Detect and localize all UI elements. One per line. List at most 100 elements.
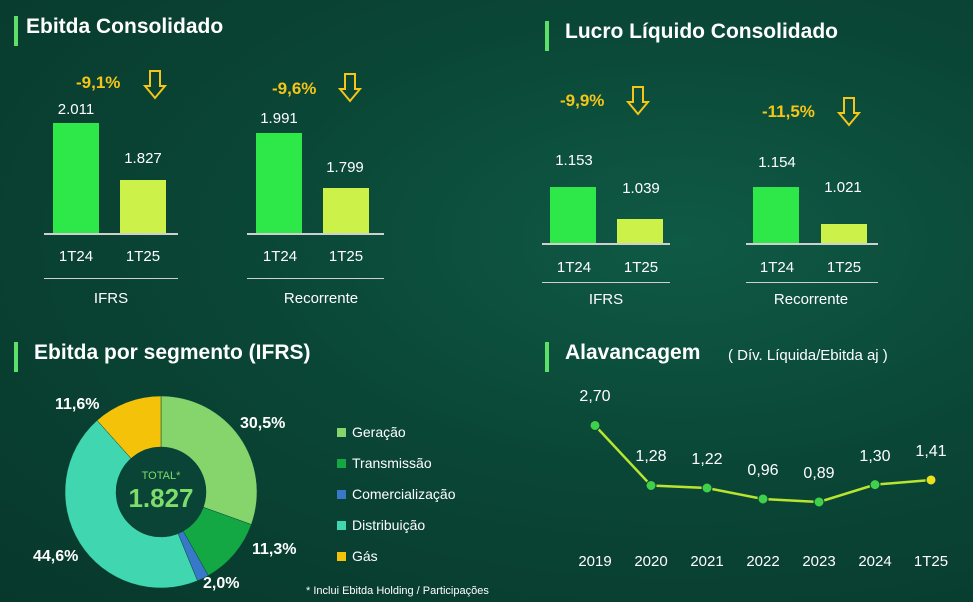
- leverage-year-2024: 2024: [858, 553, 892, 570]
- ebitda-recorrente-1t25-bar: [323, 188, 369, 233]
- lucro-ifrs-group-label: IFRS: [588, 291, 624, 308]
- ebitda-ifrs-1t25-value: 1.827: [124, 150, 162, 167]
- lucro-title-text: Lucro Líquido Consolidado: [565, 20, 838, 43]
- ebitda-ifrs-1t25-label: 1T25: [125, 248, 161, 265]
- donut-center-label: TOTAL*: [141, 470, 181, 482]
- ebitda-recorrente-group-line: [247, 278, 384, 279]
- leverage-value-1T25: 1,41: [915, 442, 947, 460]
- ebitda-ifrs-1t24-label: 1T24: [58, 248, 94, 265]
- title-accent-bar: [14, 16, 18, 46]
- ebitda-ifrs-1t24-bar: [53, 123, 99, 233]
- lucro-ifrs-1t24-value: 1.153: [555, 152, 593, 169]
- lucro-title: Lucro Líquido Consolidado: [545, 20, 838, 51]
- down-arrow-icon: [143, 70, 167, 100]
- ebitda-recorrente-group-label: Recorrente: [283, 290, 359, 307]
- lucro-recorrente-group-label: Recorrente: [773, 291, 849, 308]
- lucro-recorrente-1t24-label: 1T24: [759, 259, 795, 276]
- leverage-point-2019: [589, 419, 601, 431]
- ebitda-recorrente-1t24-label: 1T24: [262, 248, 298, 265]
- lucro-ifrs-1t24-bar: [550, 187, 596, 243]
- ebitda-recorrente-1t24-value: 1.991: [260, 110, 298, 127]
- ebitda-title: Ebitda Consolidado: [14, 15, 224, 46]
- leverage-value-2024: 1,30: [859, 447, 891, 465]
- leverage-point-2020: [645, 479, 657, 491]
- lucro-recorrente-1t25-bar: [821, 224, 867, 243]
- lucro-ifrs-change: -9,9%: [560, 91, 605, 110]
- leverage-year-2020: 2020: [634, 553, 668, 570]
- segmento-title-text: Ebitda por segmento (IFRS): [34, 341, 311, 364]
- slice-label-distribuicao: 44,6%: [33, 548, 79, 565]
- legend-swatch: [337, 459, 346, 468]
- leverage-value-2023: 0,89: [803, 464, 835, 482]
- leverage-point-2024: [869, 479, 881, 491]
- slice-label-comercializacao: 2,0%: [203, 575, 240, 592]
- lucro-recorrente-change: -11,5%: [762, 102, 815, 121]
- down-arrow-icon: [837, 97, 861, 127]
- leverage-value-2022: 0,96: [747, 461, 779, 479]
- title-accent-bar: [545, 21, 549, 51]
- leverage-value-2019: 2,70: [579, 388, 611, 406]
- down-arrow-icon: [338, 73, 362, 103]
- ebitda-ifrs-baseline: [44, 233, 178, 235]
- legend-label: Transmissão: [352, 455, 432, 471]
- legend-item-distribuicao: Distribuição: [337, 517, 425, 533]
- lucro-ifrs-1t25-label: 1T25: [623, 259, 659, 276]
- ebitda-title-text: Ebitda Consolidado: [26, 15, 224, 38]
- segmento-title: Ebitda por segmento (IFRS): [14, 341, 311, 372]
- leverage-value-2020: 1,28: [635, 448, 667, 466]
- leverage-point-1T25: [925, 474, 937, 486]
- leverage-year-2019: 2019: [578, 553, 612, 570]
- legend-item-gas: Gás: [337, 548, 378, 564]
- alavancagem-note: ( Dív. Líquida/Ebitda aj ): [728, 347, 888, 364]
- lucro-recorrente-baseline: [746, 243, 878, 245]
- leverage-value-2021: 1,22: [691, 451, 723, 468]
- legend-label: Comercialização: [352, 486, 456, 502]
- legend-item-transmissao: Transmissão: [337, 455, 432, 471]
- lucro-recorrente-1t25-value: 1.021: [824, 179, 862, 196]
- lucro-recorrente-group-line: [746, 282, 878, 283]
- alavancagem-title-text: Alavancagem: [565, 341, 701, 364]
- lucro-ifrs-1t25-bar: [617, 219, 663, 243]
- ebitda-recorrente-1t25-label: 1T25: [328, 248, 364, 265]
- legend-item-comercializacao: Comercialização: [337, 486, 455, 502]
- ebitda-recorrente-1t24-bar: [256, 133, 302, 233]
- ebitda-ifrs-group-line: [44, 278, 178, 279]
- title-accent-bar: [14, 342, 18, 372]
- legend-swatch: [337, 490, 346, 499]
- legend-label: Distribuição: [352, 517, 426, 533]
- leverage-year-2023: 2023: [802, 553, 836, 570]
- legend-item-geracao: Geração: [337, 424, 406, 440]
- title-accent-bar: [545, 342, 549, 372]
- ebitda-ifrs-change: -9,1%: [76, 73, 121, 92]
- leverage-point-2023: [813, 496, 825, 508]
- legend-label: Geração: [352, 424, 406, 440]
- ebitda-ifrs-group-label: IFRS: [93, 290, 129, 307]
- lucro-ifrs-1t24-label: 1T24: [556, 259, 592, 276]
- leverage-year-2022: 2022: [746, 553, 780, 570]
- donut-center-value: 1.827: [128, 483, 194, 513]
- leverage-year-1T25: 1T25: [913, 553, 949, 570]
- legend-label: Gás: [352, 548, 378, 564]
- lucro-ifrs-group-line: [542, 282, 670, 283]
- leverage-year-2021: 2021: [690, 553, 724, 570]
- slice-label-geracao: 30,5%: [240, 415, 286, 432]
- leverage-point-2021: [701, 482, 713, 494]
- lucro-recorrente-1t25-label: 1T25: [826, 259, 862, 276]
- alavancagem-title: Alavancagem: [545, 341, 701, 372]
- lucro-recorrente-1t24-bar: [753, 187, 799, 243]
- legend-swatch: [337, 521, 346, 530]
- ebitda-ifrs-1t24-value: 2.011: [57, 101, 95, 118]
- segment-footnote: * Inclui Ebitda Holding / Participações: [306, 585, 489, 597]
- legend-swatch: [337, 552, 346, 561]
- slice-label-transmissao: 11,3%: [252, 541, 297, 558]
- ebitda-recorrente-change: -9,6%: [272, 79, 317, 98]
- lucro-ifrs-1t25-value: 1.039: [622, 180, 660, 197]
- down-arrow-icon: [626, 86, 650, 116]
- slice-label-gas: 11,6%: [55, 396, 100, 413]
- lucro-recorrente-1t24-value: 1.154: [758, 154, 796, 171]
- leverage-point-2022: [757, 493, 769, 505]
- ebitda-recorrente-baseline: [247, 233, 384, 235]
- ebitda-ifrs-1t25-bar: [120, 180, 166, 233]
